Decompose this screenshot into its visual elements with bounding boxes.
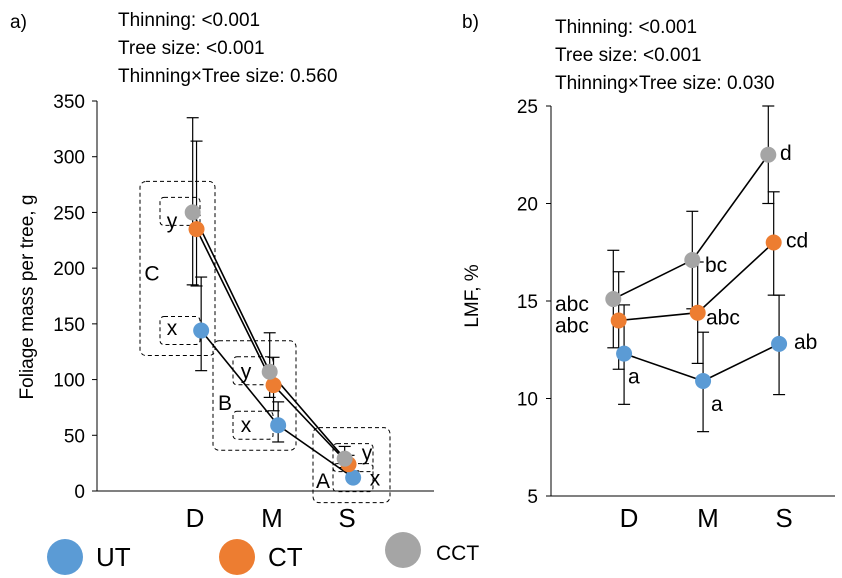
panel-a-stat-thinning: Thinning: <0.001 [118,10,260,31]
panel-b-stat-tree-size: Tree size: <0.001 [555,45,702,66]
panel-a-y-tick-label: 300 [53,148,85,169]
panel-b-significance-letter: abc [555,293,589,316]
panel-a-point-ct [188,221,205,238]
panel-a-group-box [139,180,216,357]
legend-swatch-cct [385,532,421,568]
legend-label-cct: CCT [436,542,479,565]
panel-b-significance-letter: a [711,393,723,416]
panel-b-x-tick-label: D [620,503,639,533]
panel-a-annotation: y [167,210,178,233]
panel-b-stat-interaction: Thinning×Tree size: 0.030 [555,73,775,94]
panel-b-point-ct [689,304,706,321]
legend-label-ct: CT [268,542,303,572]
panel-a-point-cct [261,363,278,380]
panel-a-inner-box [159,316,201,346]
panel-b-point-ct [765,234,782,251]
panel-b-significance-letter: abc [706,307,740,330]
panel-a-y-tick-label: 50 [64,426,85,447]
legend-swatch-ct [219,539,255,575]
panel-b-point-cct [760,146,777,163]
panel-a-stat-tree-size: Tree size: <0.001 [118,38,265,59]
panel-b-point-ct [610,312,627,329]
panel-b-significance-letter: a [628,366,640,389]
panel-b-x-tick-label: M [697,503,719,533]
panel-a-point-ut [345,469,362,486]
panel-b-significance-letter: abc [555,315,589,338]
legend-label-ut: UT [96,542,131,572]
panel-a-annotation: x [370,468,381,491]
panel-b-series-line-cct [612,154,769,300]
panel-b: b) Thinning: <0.001 Tree size: <0.001 Th… [462,12,835,533]
panel-b-point-ut [695,372,712,389]
legend: UT CT CCT [47,532,479,575]
panel-a-y-tick-label: 200 [53,259,85,280]
legend-swatch-ut [47,539,83,575]
panel-a-annotation: A [316,470,330,493]
panel-a-annotation: B [218,392,232,415]
panel-b-point-ut [771,335,788,352]
panel-b-significance-letter: d [780,142,792,165]
panel-b-y-tick-label: 10 [517,390,538,411]
panel-a-annotation: y [241,361,252,384]
panel-a-group-box [312,427,391,504]
panel-b-significance-letter: cd [786,230,808,253]
panel-a-inner-box [159,196,201,226]
panel-b-significance-letter: ab [794,331,817,354]
panel-a-y-tick-label: 0 [74,482,85,503]
panel-a-y-axis-label: Foliage mass per tree, g [17,195,38,400]
panel-b-point-cct [605,291,622,308]
panel-b-stat-thinning: Thinning: <0.001 [555,17,697,38]
panel-a-annotation: x [241,414,252,437]
panel-a-point-ut [270,417,287,434]
panel-a-y-tick-label: 250 [53,203,85,224]
panel-b-label: b) [462,12,479,33]
panel-a-point-ut [193,322,210,339]
panel-b-point-cct [684,252,701,269]
panel-a-x-tick-label: S [338,503,355,533]
panel-b-y-tick-label: 15 [517,292,538,313]
panel-a-x-tick-label: M [261,503,283,533]
panel-b-y-tick-label: 25 [517,97,538,118]
panel-a-annotation: y [362,442,373,465]
panel-b-y-axis-label: LMF, % [462,264,483,327]
panel-a-x-tick-label: D [186,503,205,533]
panel-a-label: a) [10,12,27,33]
panel-a-y-tick-label: 350 [53,92,85,113]
panel-a-y-tick-label: 150 [53,315,85,336]
panel-a-annotation: x [167,317,178,340]
panel-b-y-tick-label: 5 [527,487,538,508]
panel-a-stat-interaction: Thinning×Tree size: 0.560 [118,66,338,87]
panel-a-y-tick-label: 100 [53,371,85,392]
panel-a-annotation: C [144,263,159,286]
panel-b-y-tick-label: 20 [517,195,538,216]
panel-a: a) Thinning: <0.001 Tree size: <0.001 Th… [10,10,434,533]
panel-a-point-ct [265,377,282,394]
panel-b-point-ut [616,345,633,362]
panel-a-point-cct [184,204,201,221]
panel-a-inner-box [232,410,274,440]
panel-b-x-tick-label: S [775,503,792,533]
panel-b-significance-letter: bc [705,254,727,277]
panel-a-point-cct [336,450,353,467]
